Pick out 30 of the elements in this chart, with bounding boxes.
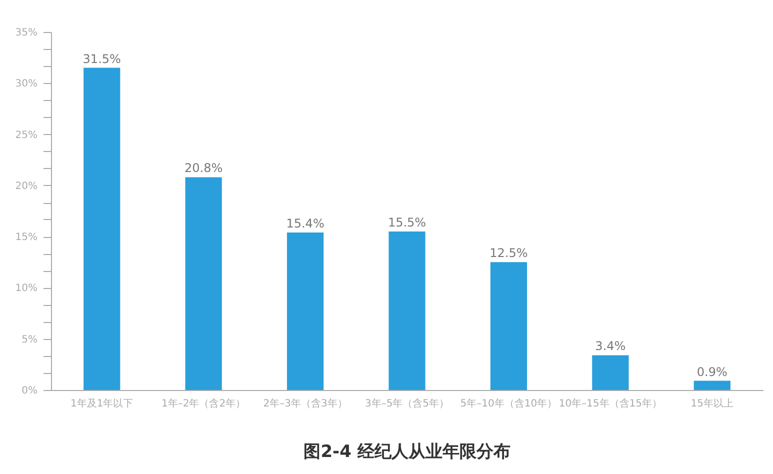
bar [490, 262, 528, 390]
bar [286, 232, 324, 390]
bar [84, 68, 120, 390]
x-tick-label: 3年–5年（含5年） [364, 398, 450, 410]
bar [388, 231, 426, 390]
bar [592, 355, 629, 390]
bar [185, 177, 222, 390]
x-tick-label: 5年–10年（含10年） [460, 398, 558, 410]
y-tick-label: 0% [22, 386, 38, 396]
data-label: 20.8% [184, 161, 223, 176]
y-tick-label: 15% [15, 232, 38, 244]
y-tick-label: 35% [15, 28, 38, 38]
x-tick-label: 1年–2年（含2年） [162, 398, 246, 410]
data-label: 15.5% [388, 215, 426, 230]
y-tick-label: 25% [15, 130, 38, 141]
x-tick-label: 1年及1年以下 [70, 398, 134, 410]
y-tick-label: 30% [15, 78, 38, 90]
data-label: 15.4% [286, 216, 324, 230]
data-label: 0.9% [696, 364, 728, 379]
y-tick-label: 10% [15, 283, 38, 294]
y-tick-label: 20% [15, 180, 38, 192]
data-label: 12.5% [490, 246, 528, 260]
y-tick-label: 5% [22, 334, 38, 346]
x-tick-label: 2年–3年（含3年） [263, 398, 348, 410]
x-tick-label: 10年–15年（含15年） [558, 398, 662, 410]
data-label: 31.5% [82, 52, 121, 66]
text: 图2-4 经纪人从业年限分布 [304, 442, 510, 462]
x-tick-label: 15年以上 [690, 398, 734, 410]
bar [694, 380, 730, 390]
data-label: 3.4% [595, 339, 626, 354]
